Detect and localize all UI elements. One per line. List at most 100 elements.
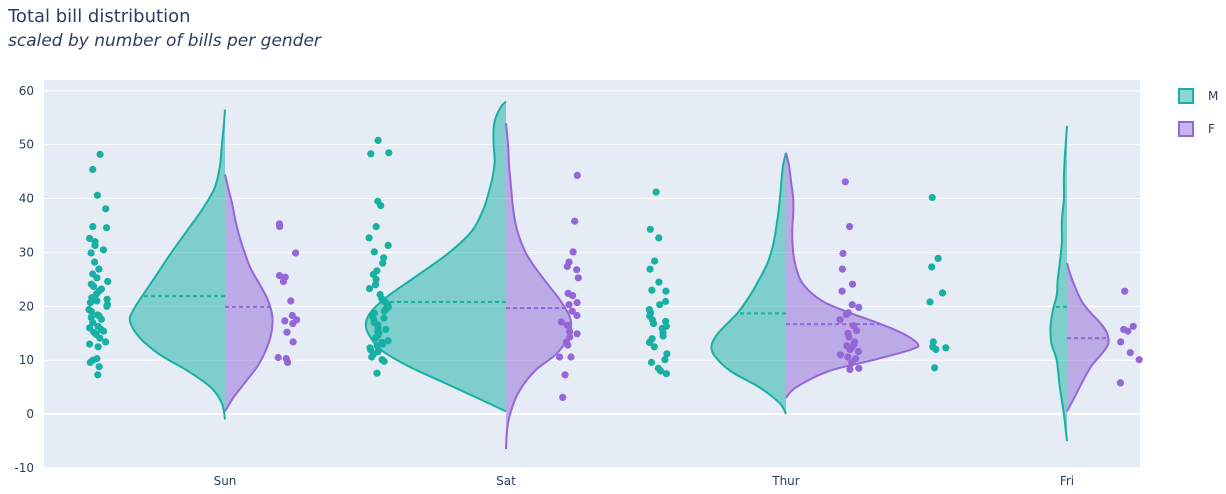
point-f[interactable] [275,220,283,228]
point-f[interactable] [841,178,849,186]
point-f[interactable] [855,364,863,372]
point-m[interactable] [87,314,95,322]
point-f[interactable] [849,322,858,330]
point-f[interactable] [848,301,856,309]
point-m[interactable] [928,263,936,271]
point-m[interactable] [370,309,378,317]
point-f[interactable] [839,249,847,258]
point-f[interactable] [565,301,573,309]
point-f[interactable] [563,321,572,329]
point-f[interactable] [1120,325,1128,334]
point-m[interactable] [931,364,939,372]
point-m[interactable] [928,193,936,202]
point-f[interactable] [568,307,576,315]
point-m[interactable] [372,223,380,231]
point-f[interactable] [573,311,581,320]
point-f[interactable] [851,338,859,346]
point-m[interactable] [654,364,663,372]
point-m[interactable] [87,249,95,257]
point-m[interactable] [102,338,110,346]
point-f[interactable] [844,309,852,317]
point-f[interactable] [569,248,577,256]
point-f[interactable] [846,223,854,231]
point-m[interactable] [89,223,97,231]
point-m[interactable] [647,358,656,366]
point-f[interactable] [1121,287,1129,295]
violin-m-fri[interactable] [1050,125,1067,442]
point-m[interactable] [380,314,388,322]
point-m[interactable] [652,188,660,196]
point-m[interactable] [91,238,99,246]
point-m[interactable] [651,257,659,265]
legend-item-f[interactable]: F [1178,121,1215,137]
point-f[interactable] [573,330,581,338]
point-f[interactable] [571,217,579,225]
point-m[interactable] [86,340,94,348]
point-m[interactable] [384,337,392,345]
point-f[interactable] [1126,349,1134,357]
point-f[interactable] [561,371,569,379]
point-m[interactable] [104,277,112,286]
point-m[interactable] [645,306,654,314]
point-f[interactable] [275,272,284,280]
point-m[interactable] [102,224,111,232]
point-m[interactable] [89,270,97,278]
point-m[interactable] [648,286,656,294]
point-m[interactable] [373,267,381,275]
point-m[interactable] [374,348,382,356]
point-f[interactable] [281,273,289,281]
point-f[interactable] [843,342,851,350]
point-f[interactable] [573,171,581,179]
violin-m-sat[interactable] [365,101,506,412]
point-m[interactable] [379,259,387,267]
point-m[interactable] [662,297,670,306]
point-f[interactable] [282,355,290,363]
point-m[interactable] [94,311,102,319]
point-f[interactable] [844,329,852,337]
legend-item-m[interactable]: M [1178,88,1218,104]
point-m[interactable] [94,322,102,330]
point-m[interactable] [374,197,382,205]
point-m[interactable] [374,136,382,144]
point-f[interactable] [1116,379,1124,387]
point-m[interactable] [85,324,94,332]
point-m[interactable] [376,290,384,299]
point-m[interactable] [103,295,111,303]
point-f[interactable] [556,353,564,361]
point-m[interactable] [662,370,671,378]
legend[interactable]: MF [1178,88,1218,137]
point-f[interactable] [559,393,567,401]
point-f[interactable] [1135,356,1143,364]
point-m[interactable] [929,338,937,346]
point-m[interactable] [373,369,381,377]
point-m[interactable] [926,298,934,306]
point-m[interactable] [91,258,99,266]
point-f[interactable] [567,353,575,361]
point-f[interactable] [557,318,566,326]
point-f[interactable] [574,274,582,282]
violin-f-sat[interactable] [506,123,572,450]
point-f[interactable] [855,303,863,311]
point-f[interactable] [848,280,857,288]
point-m[interactable] [365,234,373,242]
point-m[interactable] [365,285,374,293]
point-m[interactable] [655,234,663,242]
point-f[interactable] [289,338,297,346]
point-f[interactable] [573,266,581,274]
point-m[interactable] [371,281,380,289]
point-m[interactable] [378,338,386,346]
point-f[interactable] [274,353,282,362]
point-f[interactable] [292,249,300,257]
point-f[interactable] [283,328,291,336]
point-m[interactable] [661,356,669,364]
point-m[interactable] [382,325,390,334]
point-f[interactable] [573,299,581,307]
point-m[interactable] [367,150,375,158]
point-f[interactable] [838,265,847,273]
point-f[interactable] [287,297,295,305]
point-m[interactable] [380,254,388,262]
point-m[interactable] [384,241,392,249]
point-m[interactable] [102,205,110,213]
point-m[interactable] [646,225,654,233]
point-m[interactable] [648,335,656,343]
